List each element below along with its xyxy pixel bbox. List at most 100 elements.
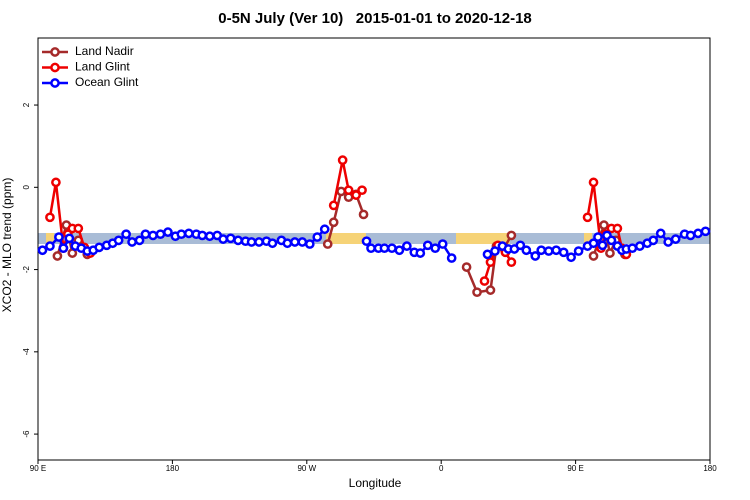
point xyxy=(612,223,623,234)
point xyxy=(515,240,526,251)
point xyxy=(337,155,348,166)
point xyxy=(415,248,426,258)
point xyxy=(593,232,603,242)
point xyxy=(343,185,354,196)
point xyxy=(319,224,330,235)
point xyxy=(297,237,308,247)
point xyxy=(394,245,405,256)
y-tick-label: -2 xyxy=(22,265,31,273)
point xyxy=(148,230,158,241)
point xyxy=(437,239,448,249)
point xyxy=(573,246,584,256)
point xyxy=(336,186,346,197)
point xyxy=(670,234,681,244)
point xyxy=(183,228,194,239)
point xyxy=(479,276,490,286)
point xyxy=(597,240,608,251)
point xyxy=(225,233,236,244)
chart-title: 0-5N July (Ver 10) 2015-01-01 to 2020-12… xyxy=(218,10,532,27)
point xyxy=(485,257,496,268)
land-band xyxy=(584,233,592,244)
point xyxy=(558,247,569,258)
point xyxy=(461,262,472,272)
x-tick-label: 90 W xyxy=(297,464,316,473)
point xyxy=(282,238,293,249)
point xyxy=(693,228,703,239)
point xyxy=(627,243,638,254)
point xyxy=(45,212,55,223)
point xyxy=(163,227,173,237)
point xyxy=(73,223,84,234)
point xyxy=(530,251,541,261)
point xyxy=(521,245,532,256)
point xyxy=(648,235,659,246)
y-tick-label: -4 xyxy=(22,348,31,356)
point xyxy=(218,234,229,244)
point xyxy=(204,231,215,242)
point xyxy=(121,229,131,240)
x-tick-label: 90 E xyxy=(567,464,583,473)
point xyxy=(588,251,599,261)
point xyxy=(37,245,48,256)
point xyxy=(605,248,615,258)
legend-label: Ocean Glint xyxy=(75,75,139,89)
legend-marker xyxy=(50,47,60,57)
point xyxy=(290,237,300,247)
point xyxy=(51,177,61,188)
point xyxy=(328,200,339,211)
point xyxy=(685,230,696,241)
y-tick-label: 2 xyxy=(22,102,31,107)
point xyxy=(422,240,433,251)
point xyxy=(366,243,376,254)
point xyxy=(634,241,645,251)
point xyxy=(52,251,63,261)
land-band xyxy=(456,233,510,244)
point xyxy=(543,246,554,256)
point xyxy=(485,285,496,295)
point xyxy=(536,245,547,256)
point xyxy=(64,233,75,244)
point xyxy=(588,177,599,188)
point xyxy=(127,237,137,247)
point xyxy=(588,238,599,249)
point xyxy=(361,236,372,247)
point xyxy=(322,239,333,249)
legend-marker xyxy=(50,78,60,88)
point xyxy=(176,229,187,240)
point xyxy=(267,238,278,249)
x-tick-label: 180 xyxy=(703,464,717,473)
point xyxy=(655,228,666,239)
ocean-band xyxy=(38,233,710,244)
point xyxy=(506,257,517,268)
point xyxy=(45,241,55,251)
point xyxy=(506,230,517,241)
point xyxy=(379,243,390,254)
y-tick-label: -6 xyxy=(22,430,31,438)
point xyxy=(387,243,397,254)
point xyxy=(246,237,257,247)
point xyxy=(351,190,361,200)
point xyxy=(312,232,323,242)
point xyxy=(599,220,609,230)
y-axis-label: XCO2 - MLO trend (ppm) xyxy=(0,178,14,313)
point xyxy=(254,237,264,247)
point xyxy=(197,230,208,241)
point xyxy=(58,243,69,254)
x-tick-label: 180 xyxy=(166,464,180,473)
point xyxy=(233,235,243,246)
point xyxy=(357,185,367,196)
point xyxy=(430,243,441,254)
surface-bands xyxy=(38,233,710,244)
point xyxy=(155,229,166,240)
point xyxy=(402,241,412,251)
point xyxy=(482,249,493,260)
point xyxy=(113,235,124,246)
point xyxy=(490,246,500,256)
point xyxy=(566,252,576,263)
point xyxy=(134,235,145,246)
land-band xyxy=(46,233,54,244)
x-tick-label: 90 E xyxy=(30,464,46,473)
point xyxy=(606,235,617,246)
